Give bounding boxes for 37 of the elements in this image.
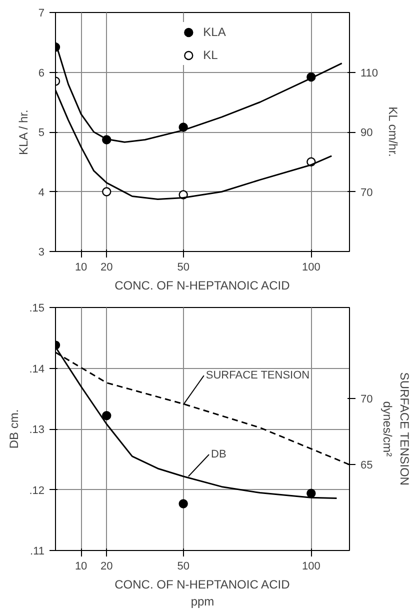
- x-tick-label: 100: [302, 262, 320, 274]
- x-tick-label: 50: [177, 262, 190, 274]
- y2-axis-title: KL cm/hr.: [386, 106, 400, 157]
- point: [102, 187, 112, 196]
- y-tick-label: 6: [38, 67, 45, 80]
- y-tick-label: .11: [30, 546, 45, 558]
- x-tick-label: 10: [74, 560, 88, 572]
- point: [178, 499, 188, 508]
- x-tick-label: 10: [74, 262, 88, 274]
- x-axis-title: CONC. OF N-HEPTANOIC ACID: [114, 278, 290, 292]
- y-tick-label: 4: [38, 186, 45, 199]
- y-tick-label: 3: [38, 246, 45, 258]
- point: [306, 488, 316, 498]
- y-tick-label: .14: [29, 363, 45, 376]
- annotation: SURFACE TENSION: [206, 370, 310, 382]
- y-tick-label: .15: [29, 302, 45, 314]
- x-tick-label: 100: [302, 560, 320, 572]
- legend-label: KL: [203, 48, 219, 62]
- y2-tick-label: 65: [360, 460, 373, 472]
- y-tick-label: 5: [38, 127, 45, 139]
- y2-axis-title: SURFACE TENSION dynes/cm²: [380, 372, 412, 486]
- legend-label: KLA: [203, 25, 226, 39]
- x-tick-label: 20: [100, 560, 113, 572]
- x-tick-label: 50: [177, 560, 190, 572]
- y-tick-label: .12: [29, 484, 45, 497]
- x-tick-label: 20: [100, 262, 113, 274]
- y2-tick-label: 70: [360, 394, 373, 406]
- y2-tick-label: 70: [360, 186, 373, 199]
- y2-tick-label: 110: [360, 67, 378, 80]
- x-axis-title: CONC. OF N-HEPTANOIC ACID ppm: [114, 578, 290, 608]
- y-tick-label: .13: [29, 424, 45, 436]
- y-tick-label: 7: [38, 8, 45, 20]
- point: [102, 411, 112, 420]
- annotation: DB: [211, 448, 226, 461]
- y-axis-title: KLA / hr.: [16, 110, 30, 156]
- y-axis-title: DB cm.: [7, 409, 22, 449]
- y2-tick-label: 90: [360, 127, 373, 139]
